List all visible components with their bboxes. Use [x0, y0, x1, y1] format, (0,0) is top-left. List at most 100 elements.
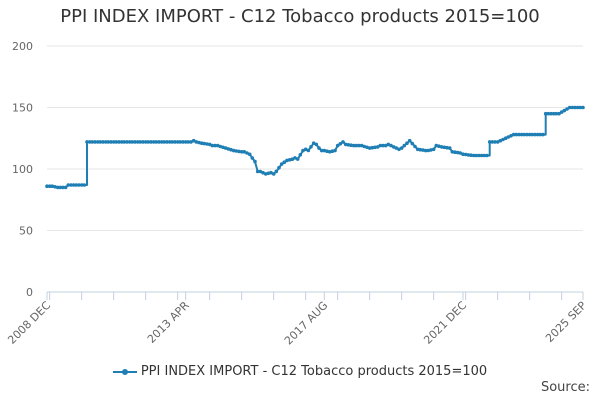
data-point — [119, 140, 124, 144]
data-point — [122, 140, 127, 144]
data-point — [133, 140, 137, 144]
data-point — [210, 143, 215, 148]
data-point — [309, 145, 313, 149]
data-point — [421, 148, 425, 152]
data-point — [570, 105, 575, 110]
data-point — [469, 153, 473, 157]
data-point — [213, 143, 217, 148]
data-point — [125, 140, 129, 144]
data-point — [45, 184, 49, 188]
legend-label: PPI INDEX IMPORT - C12 Tobacco products … — [140, 364, 488, 379]
y-tick-label: 150 — [12, 102, 33, 115]
data-point — [141, 140, 145, 144]
data-point — [546, 111, 551, 116]
x-tick-label: 2013 APR — [145, 299, 192, 346]
data-point — [290, 157, 295, 161]
legend[interactable]: PPI INDEX IMPORT - C12 Tobacco products … — [0, 364, 600, 379]
data-point — [71, 183, 76, 187]
data-point — [301, 148, 305, 153]
data-point — [162, 140, 167, 144]
data-point — [429, 148, 433, 152]
data-point — [450, 150, 455, 154]
axes: 0 50 100 150 200 2008 DEC 2013 APR 2017 AUG 2021… — [5, 40, 589, 347]
data-point — [413, 144, 417, 149]
data-point — [562, 108, 567, 113]
data-point — [61, 185, 65, 190]
data-point — [66, 183, 71, 187]
x-tick-label: 2025 SEP — [543, 299, 589, 345]
data-point — [298, 153, 303, 157]
data-point — [525, 132, 529, 137]
data-point — [535, 132, 540, 137]
data-point — [181, 140, 185, 144]
data-point — [482, 153, 487, 158]
data-point — [407, 138, 412, 143]
data-point — [271, 172, 276, 176]
data-point — [93, 140, 97, 144]
data-point — [322, 148, 327, 153]
data-point — [79, 183, 84, 187]
data-point — [170, 140, 175, 144]
data-point — [325, 149, 329, 153]
data-point — [487, 140, 492, 144]
data-point — [261, 170, 265, 175]
data-point — [378, 143, 383, 148]
data-point — [159, 140, 164, 144]
data-point — [255, 169, 260, 174]
data-point — [167, 140, 172, 144]
data-point — [165, 140, 169, 144]
data-point — [493, 140, 497, 144]
data-point — [106, 140, 111, 144]
data-point — [490, 140, 495, 144]
data-point — [519, 132, 524, 137]
data-point — [234, 149, 239, 153]
data-point — [533, 132, 537, 137]
data-point — [551, 111, 556, 116]
data-point — [69, 183, 73, 187]
data-point — [461, 152, 465, 156]
data-point — [157, 140, 161, 144]
data-point — [423, 148, 428, 153]
data-point — [362, 144, 367, 149]
data-point — [517, 132, 521, 137]
data-point — [245, 151, 249, 155]
y-tick-label: 50 — [19, 225, 33, 238]
legend-swatch — [112, 367, 137, 377]
source-label: Source: — [540, 380, 590, 395]
data-point — [511, 132, 516, 137]
x-tick-label: 2017 AUG — [282, 299, 331, 348]
data-point — [573, 105, 577, 110]
data-point — [175, 140, 180, 144]
series-layer — [45, 105, 585, 190]
data-point — [269, 170, 273, 175]
y-tick-label: 0 — [26, 286, 33, 299]
data-point — [565, 107, 569, 111]
data-point — [87, 140, 92, 144]
data-point — [197, 140, 201, 145]
data-point — [101, 140, 105, 144]
data-point — [447, 146, 452, 150]
data-point — [346, 143, 351, 147]
data-point — [530, 132, 535, 137]
data-point — [63, 185, 68, 190]
data-point — [226, 147, 231, 151]
data-point — [357, 143, 361, 148]
data-point — [501, 137, 505, 142]
data-point — [399, 146, 404, 150]
data-point — [285, 158, 289, 163]
data-point — [237, 149, 241, 154]
data-point — [178, 140, 183, 144]
data-point — [282, 160, 287, 164]
data-point — [114, 140, 119, 144]
data-point — [554, 111, 559, 116]
data-point — [279, 162, 284, 166]
data-point — [53, 185, 57, 189]
data-point — [381, 143, 385, 148]
data-point — [90, 140, 95, 144]
data-point — [146, 140, 151, 144]
data-point — [314, 142, 319, 147]
data-point — [194, 140, 199, 144]
data-point — [578, 105, 583, 110]
data-point — [258, 169, 263, 174]
